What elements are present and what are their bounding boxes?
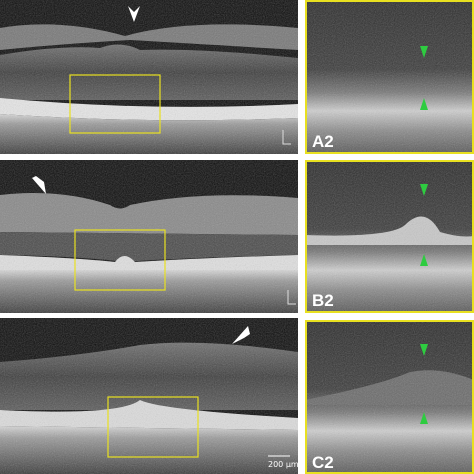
- oct-row-b: [0, 160, 298, 313]
- zoom-panel-c: C2: [305, 320, 474, 474]
- scale-bar-label: 200 µm: [268, 460, 299, 469]
- oct-row-a: [0, 0, 298, 154]
- zoom-panel-b: B2: [305, 160, 474, 313]
- oct-row-c: 200 µm: [0, 318, 299, 474]
- zoom-panel-a: A2: [305, 0, 474, 154]
- panel-label: B2: [312, 291, 334, 310]
- panel-label: A2: [312, 132, 334, 151]
- panel-label: C2: [312, 453, 334, 472]
